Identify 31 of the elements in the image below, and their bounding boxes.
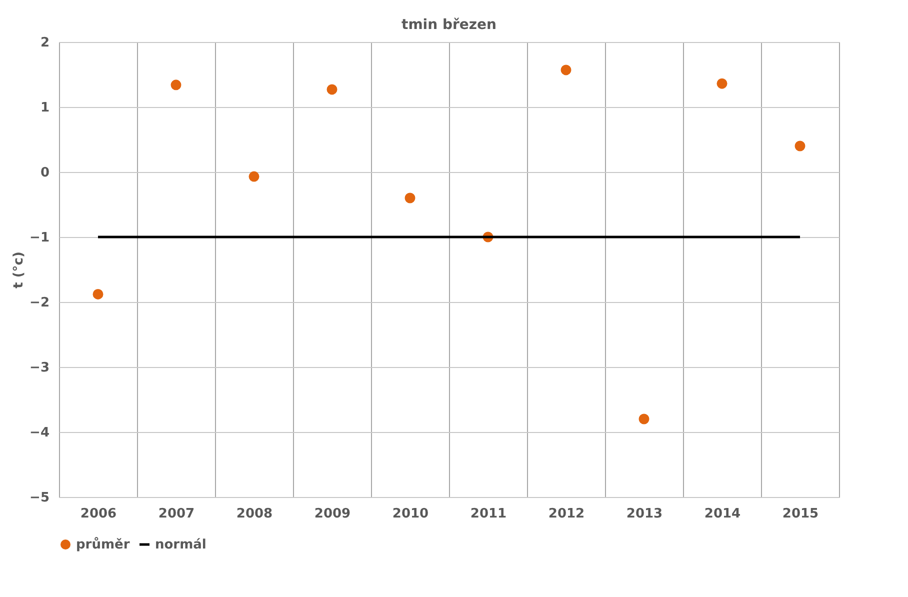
y-tick-label: 0 [40,166,50,180]
point [92,288,104,300]
x-tick-label: 2013 [626,506,663,522]
x-tick-label: 2014 [704,506,741,522]
y-tick-label: −1 [30,230,50,246]
y-tick-label: −3 [30,360,50,376]
point [638,414,650,424]
y-tick-label: −2 [30,296,50,310]
point [326,84,338,95]
x-tick-label: 2011 [470,506,507,522]
x-tick-label: 2006 [80,506,117,522]
y-tick-label: 2 [40,36,50,50]
point [716,78,728,89]
point [794,140,806,152]
legend-label: normál [155,538,206,552]
y-tick-label: −4 [30,426,50,440]
chart-title: tmin březen [402,17,496,33]
x-tick-label: 2015 [782,506,819,522]
x-tick-label: 2009 [314,506,351,522]
y-tick-label: 1 [40,100,50,116]
x-tick-label: 2012 [548,506,585,522]
y-axis-title: t (°c) [12,252,27,288]
point [248,171,260,182]
x-tick-label: 2007 [158,506,195,522]
legend-label: průměr [76,536,130,552]
y-tick-label: −5 [30,490,50,506]
x-tick-label: 2008 [236,506,273,522]
x-tick-label: 2010 [392,506,429,522]
point [560,64,572,76]
point [170,80,182,90]
point [404,192,416,204]
